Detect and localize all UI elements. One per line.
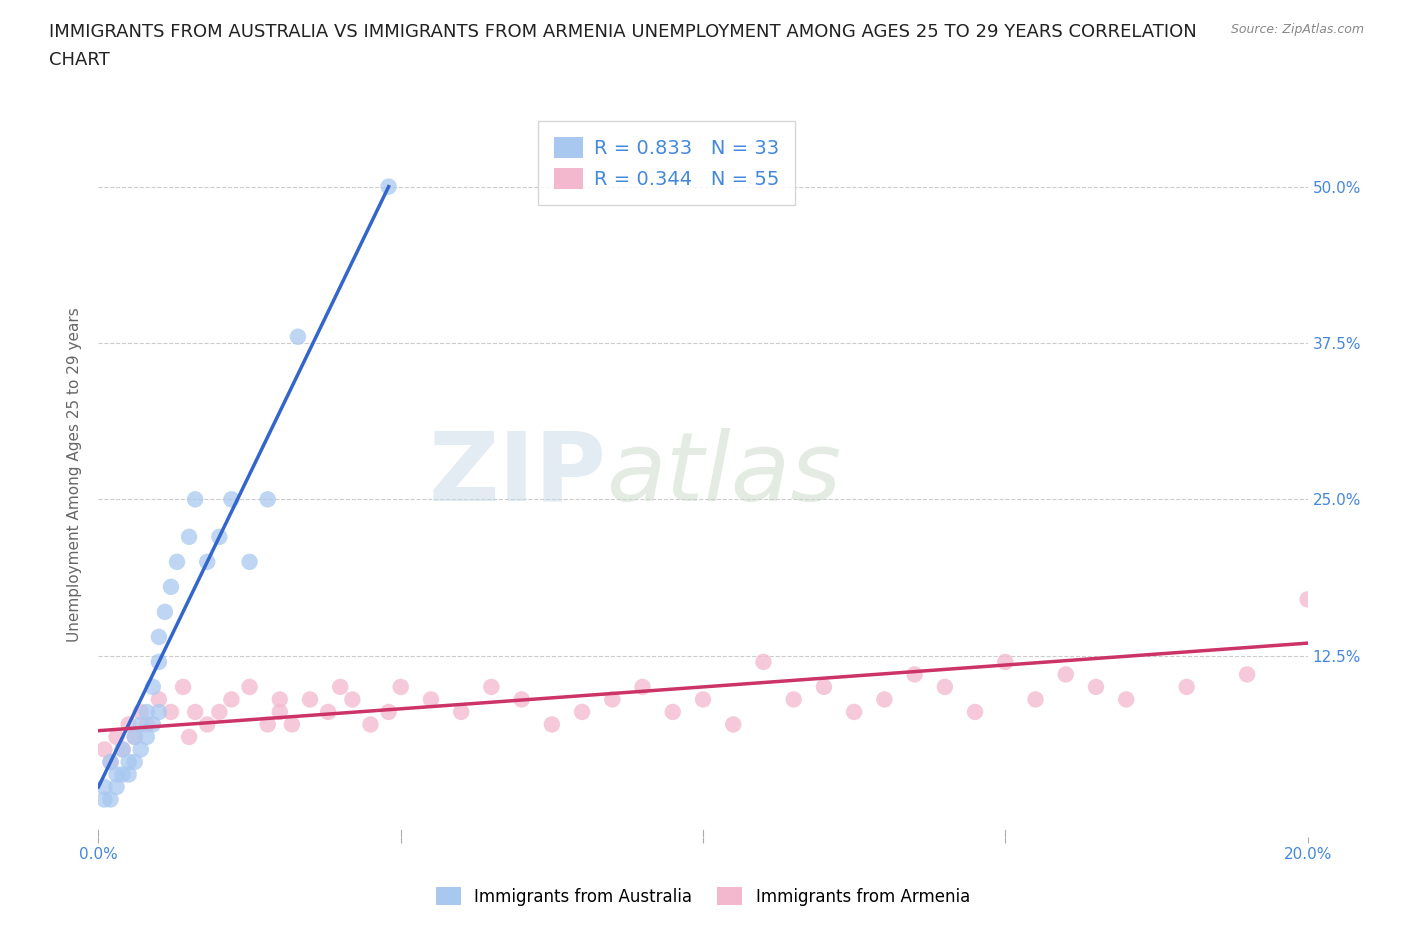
Point <box>166 554 188 569</box>
Point <box>221 492 243 507</box>
Point <box>256 717 278 732</box>
Point <box>287 329 309 344</box>
Point <box>844 705 866 720</box>
Point <box>1085 680 1108 695</box>
Point <box>510 692 533 707</box>
Point <box>208 529 231 544</box>
Point <box>93 779 115 794</box>
Text: ZIP: ZIP <box>429 428 606 521</box>
Point <box>377 705 399 720</box>
Point <box>172 680 194 695</box>
Point <box>481 680 503 695</box>
Y-axis label: Unemployment Among Ages 25 to 29 years: Unemployment Among Ages 25 to 29 years <box>67 307 83 642</box>
Point <box>111 742 134 757</box>
Point <box>100 754 122 769</box>
Point <box>1054 667 1077 682</box>
Point <box>118 767 141 782</box>
Point <box>129 705 152 720</box>
Point <box>934 680 956 695</box>
Point <box>179 529 201 544</box>
Point <box>195 717 218 732</box>
Point <box>160 705 183 720</box>
Point <box>965 705 987 720</box>
Point <box>360 717 382 732</box>
Text: Source: ZipAtlas.com: Source: ZipAtlas.com <box>1230 23 1364 36</box>
Point <box>129 742 152 757</box>
Point <box>723 717 745 732</box>
Point <box>329 680 352 695</box>
Point <box>316 705 339 720</box>
Text: atlas: atlas <box>606 428 841 521</box>
Point <box>142 680 165 695</box>
Point <box>135 729 157 744</box>
Point <box>1296 591 1319 606</box>
Point <box>124 729 146 744</box>
Point <box>124 754 146 769</box>
Point <box>904 667 927 682</box>
Point <box>281 717 304 732</box>
Point <box>148 655 170 670</box>
Legend: R = 0.833   N = 33, R = 0.344   N = 55: R = 0.833 N = 33, R = 0.344 N = 55 <box>538 121 796 205</box>
Point <box>148 705 170 720</box>
Point <box>111 767 134 782</box>
Point <box>184 492 207 507</box>
Point <box>135 717 157 732</box>
Point <box>377 179 399 194</box>
Point <box>239 680 262 695</box>
Point <box>540 717 562 732</box>
Point <box>342 692 364 707</box>
Point <box>1024 692 1046 707</box>
Point <box>752 655 775 670</box>
Point <box>692 692 714 707</box>
Point <box>195 554 218 569</box>
Point <box>1236 667 1258 682</box>
Point <box>129 717 152 732</box>
Point <box>571 705 593 720</box>
Point <box>269 692 291 707</box>
Text: CHART: CHART <box>49 51 110 69</box>
Point <box>142 717 165 732</box>
Point <box>160 579 183 594</box>
Point <box>148 630 170 644</box>
Point <box>1175 680 1198 695</box>
Point <box>994 655 1017 670</box>
Point <box>239 554 262 569</box>
Legend: Immigrants from Australia, Immigrants from Armenia: Immigrants from Australia, Immigrants fr… <box>429 881 977 912</box>
Point <box>105 729 128 744</box>
Point <box>208 705 231 720</box>
Point <box>269 705 291 720</box>
Point <box>148 692 170 707</box>
Point <box>631 680 654 695</box>
Point <box>661 705 683 720</box>
Point <box>111 742 134 757</box>
Point <box>1115 692 1137 707</box>
Point <box>389 680 412 695</box>
Point <box>873 692 896 707</box>
Point <box>602 692 624 707</box>
Point <box>179 729 201 744</box>
Point <box>256 492 278 507</box>
Text: IMMIGRANTS FROM AUSTRALIA VS IMMIGRANTS FROM ARMENIA UNEMPLOYMENT AMONG AGES 25 : IMMIGRANTS FROM AUSTRALIA VS IMMIGRANTS … <box>49 23 1197 41</box>
Point <box>420 692 443 707</box>
Point <box>813 680 835 695</box>
Point <box>450 705 472 720</box>
Point <box>118 754 141 769</box>
Point <box>221 692 243 707</box>
Point <box>93 742 115 757</box>
Point <box>100 754 122 769</box>
Point <box>118 717 141 732</box>
Point <box>105 779 128 794</box>
Point <box>299 692 322 707</box>
Point <box>153 604 176 619</box>
Point <box>100 792 122 807</box>
Point <box>124 729 146 744</box>
Point <box>93 792 115 807</box>
Point <box>105 767 128 782</box>
Point <box>135 705 157 720</box>
Point <box>783 692 806 707</box>
Point <box>184 705 207 720</box>
